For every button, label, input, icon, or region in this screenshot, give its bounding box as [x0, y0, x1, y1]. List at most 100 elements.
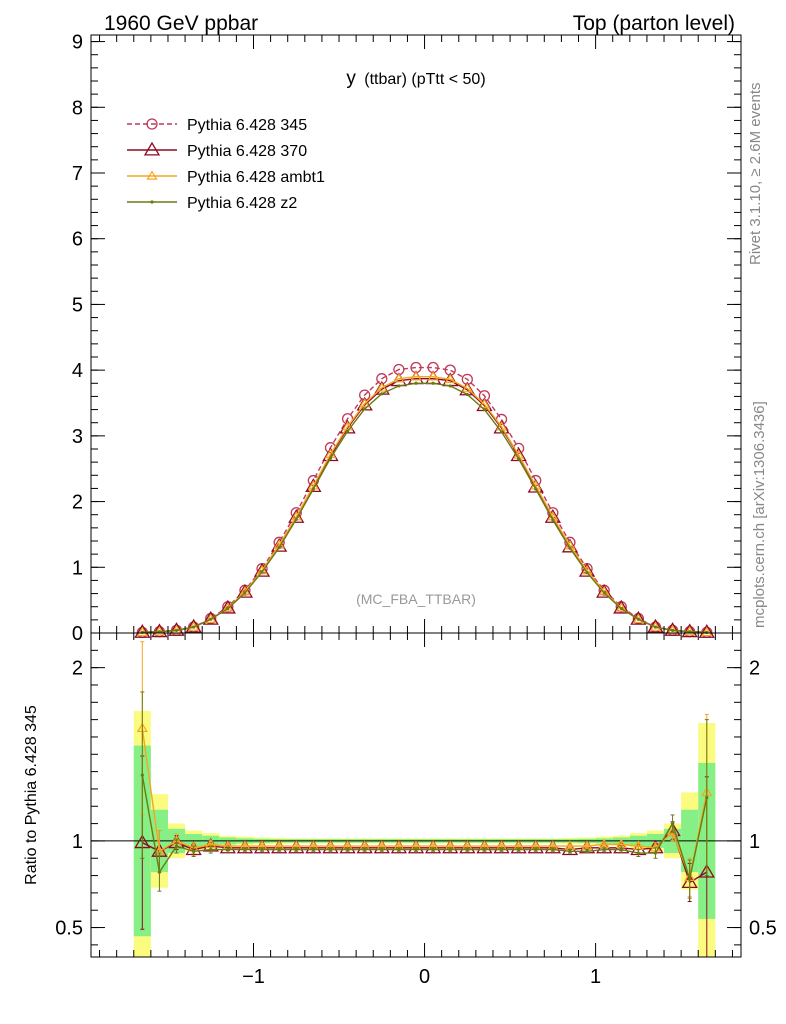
ratio-point	[192, 849, 196, 853]
ratio-line-2	[141, 774, 708, 882]
data-point	[414, 381, 418, 385]
data-point	[670, 628, 675, 632]
data-point	[271, 537, 288, 552]
x-tick-label: −1	[242, 966, 265, 988]
ratio-point	[431, 847, 435, 852]
data-point	[236, 583, 254, 598]
ratio-point	[174, 844, 179, 848]
data-point	[202, 610, 219, 625]
data-point	[311, 487, 315, 491]
ratio-point	[397, 847, 401, 852]
ratio-y-tick-label: 2	[72, 658, 83, 680]
data-point	[253, 562, 271, 577]
y-tick-label: 2	[72, 492, 83, 514]
legend-label-2: Pythia 6.428 ambt1	[187, 169, 325, 186]
data-point	[322, 447, 339, 462]
legend-label-3: Pythia 6.428 z2	[187, 195, 297, 212]
data-point	[602, 591, 606, 595]
data-point	[551, 518, 555, 522]
data-point	[305, 478, 322, 493]
y-tick-label: 0	[72, 623, 83, 645]
y-tick-label: 8	[72, 97, 83, 119]
header-right: Top (parton level)	[573, 12, 735, 35]
data-point	[465, 392, 469, 397]
data-point	[653, 625, 658, 629]
data-point	[517, 457, 521, 461]
data-point	[410, 371, 422, 381]
data-point	[681, 623, 698, 638]
ratio-point	[653, 851, 658, 855]
header-left: 1960 GeV ppbar	[104, 12, 258, 35]
data-point	[585, 570, 589, 575]
data-point	[397, 384, 401, 388]
data-point	[431, 381, 435, 385]
data-point	[444, 373, 456, 384]
data-point	[561, 538, 579, 553]
data-point	[613, 599, 630, 614]
y-tick-label: 9	[72, 32, 83, 54]
ratio-point	[585, 849, 589, 853]
data-point	[363, 407, 367, 411]
legend-label-0: Pythia 6.428 345	[187, 117, 307, 134]
data-point	[698, 624, 715, 638]
ratio-point	[465, 847, 469, 852]
ratio-point	[226, 847, 230, 852]
data-point	[174, 628, 179, 632]
ratio-point	[363, 847, 367, 852]
data-point	[380, 392, 384, 396]
ratio-point	[209, 847, 213, 852]
series-line-2	[142, 376, 707, 634]
ratio-point	[157, 870, 162, 874]
ratio-ylabel: Ratio to Pythia 6.428 345	[23, 705, 40, 885]
ratio-point	[568, 849, 572, 853]
x-tick-label: 0	[419, 966, 430, 988]
data-point	[328, 456, 333, 460]
data-point	[192, 625, 196, 629]
ratio-point	[499, 847, 504, 852]
data-point	[277, 545, 281, 550]
main-title: y (ttbar) (pTtt < 50)	[346, 68, 485, 89]
data-point	[294, 517, 298, 521]
legend-label-1: Pythia 6.428 370	[187, 143, 307, 160]
ratio-plot: 0.5 0.5 1 1 2 2 −1 0 1 Ratio to Pythia 6.428 345	[23, 632, 777, 988]
legend-marker-1	[143, 141, 161, 156]
data-point	[393, 373, 405, 383]
data-point	[688, 630, 692, 634]
data-point	[345, 429, 350, 433]
data-point	[578, 562, 596, 577]
y-tick-label: 1	[72, 557, 83, 579]
ratio-point	[482, 847, 487, 852]
data-point	[527, 478, 544, 493]
data-point	[630, 610, 647, 625]
data-point	[226, 607, 230, 611]
ratio-point	[311, 847, 315, 852]
ratio-point	[705, 795, 709, 800]
legend-marker-3	[150, 200, 154, 204]
data-point	[482, 407, 487, 412]
ratio-point	[345, 847, 350, 852]
ratio-point	[619, 847, 623, 852]
ratio-point	[517, 847, 521, 852]
legend-marker-2	[146, 170, 158, 180]
data-point	[448, 384, 452, 388]
ratio-point	[414, 847, 418, 852]
legend: Pythia 6.428 345 Pythia 6.428 370 Pythia 6…	[127, 117, 325, 212]
ratio-y-tick-label: 1	[72, 831, 83, 853]
ratio-point	[243, 847, 247, 852]
data-point	[134, 624, 151, 638]
data-point	[534, 487, 538, 491]
data-point	[359, 397, 371, 408]
ratio-y-tick-label-right: 1	[749, 831, 760, 853]
data-point	[461, 382, 473, 393]
y-tick-label: 4	[72, 360, 83, 382]
data-point	[243, 591, 247, 595]
data-point	[478, 398, 490, 409]
y-tick-label: 7	[72, 163, 83, 185]
ratio-y-tick-label: 0.5	[55, 918, 83, 940]
ratio-point	[688, 877, 692, 881]
ratio-y-tick-label-right: 0.5	[749, 918, 777, 940]
ratio-point	[670, 821, 675, 826]
ratio-point	[140, 773, 144, 777]
mcplots-label: mcplots.cern.ch [arXiv:1306.3436]	[751, 401, 768, 628]
